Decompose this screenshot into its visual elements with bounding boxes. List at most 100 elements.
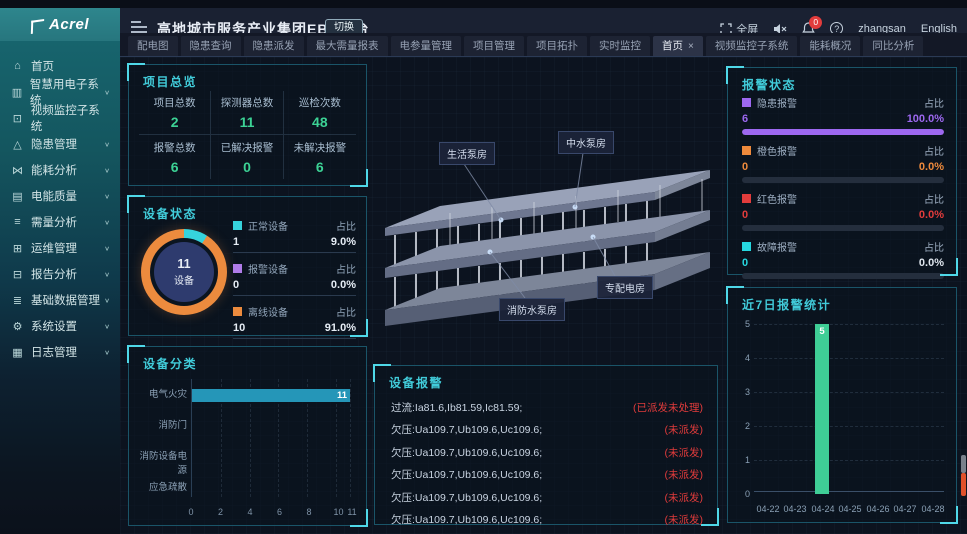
tab-yoy-analysis[interactable]: 同比分析 xyxy=(863,36,924,56)
sidebar-item-energy-analysis[interactable]: ⋈ 能耗分析 ∨ xyxy=(0,157,120,183)
tab-energy-overview[interactable]: 能耗概况 xyxy=(800,36,861,56)
list-item[interactable]: 过流:Ia81.6,Ib81.59,Ic81.59; (已派发未处理) xyxy=(391,396,703,419)
legend-percent: 91.0% xyxy=(324,322,356,334)
tab-home-active[interactable]: 首页 × xyxy=(653,36,703,56)
tab-bar: 配电图 隐患查询 隐患派发 最大需量报表 电参量管理 项目管理 项目拓扑 实时监… xyxy=(120,33,967,57)
ops-icon: ⊞ xyxy=(12,242,23,255)
ratio-label: 占比 xyxy=(924,195,944,206)
alarm-status: (未派发) xyxy=(664,491,704,504)
x-tick: 8 xyxy=(306,507,312,517)
panel-title: 设备报警 xyxy=(389,376,444,390)
sidebar-item-ops-mgmt[interactable]: ⊞ 运维管理 ∨ xyxy=(0,235,120,261)
sidebar-item-settings[interactable]: ⚙ 系统设置 ∨ xyxy=(0,313,120,339)
sidebar-item-label: 运维管理 xyxy=(31,243,77,255)
stat-unresolved-alarms: 未解决报警 6 xyxy=(284,135,356,179)
panel-alarm-status: 报警状态 隐患报警 占比 6 100.0% xyxy=(726,66,958,279)
ratio-label: 占比 xyxy=(924,243,944,254)
tab-peidiantu[interactable]: 配电图 xyxy=(128,36,178,56)
tab-max-demand[interactable]: 最大需量报表 xyxy=(306,36,388,56)
sidebar-item-video-system[interactable]: ⊡ 视频监控子系统 xyxy=(0,105,120,133)
ratio-label: 占比 xyxy=(336,308,356,319)
sidebar-item-hazard-mgmt[interactable]: △ 隐患管理 ∨ xyxy=(0,131,120,157)
language-switch[interactable]: English xyxy=(920,22,957,35)
stat-label: 未解决报警 xyxy=(293,141,347,154)
x-tick: 10 xyxy=(333,507,344,517)
close-icon[interactable]: × xyxy=(688,41,694,52)
tab-hidden-dispatch[interactable]: 隐患派发 xyxy=(243,36,304,56)
brand-logo-icon xyxy=(30,18,45,34)
list-item[interactable]: 欠压:Ua109.7,Ub109.6,Uc109.6; (未派发) xyxy=(391,419,703,442)
panel-title: 设备状态 xyxy=(143,207,198,221)
legend-value: 0 xyxy=(233,279,240,291)
chevron-down-icon: ∨ xyxy=(104,296,110,304)
tab-project-mgmt[interactable]: 项目管理 xyxy=(464,36,524,56)
chevron-down-icon: ∨ xyxy=(104,218,110,226)
stat-label: 已解决报警 xyxy=(220,141,274,154)
tab-realtime[interactable]: 实时监控 xyxy=(590,36,650,56)
scrollbar-thumb-highlight[interactable] xyxy=(961,473,966,496)
chevron-down-icon: ∨ xyxy=(104,192,110,200)
user-menu[interactable]: zhangsan xyxy=(858,22,906,35)
chevron-down-icon: ∨ xyxy=(104,348,110,356)
y-tick: 0 xyxy=(744,489,750,499)
legend-color-swatch xyxy=(233,307,242,316)
x-tick: 11 xyxy=(347,507,357,517)
brand-name: Acrel xyxy=(48,16,90,33)
label-power-distribution-room[interactable]: 专配电房 xyxy=(597,276,653,299)
label-life-pump-room[interactable]: 生活泵房 xyxy=(439,142,495,165)
sidebar-item-log-mgmt[interactable]: ▦ 日志管理 ∨ xyxy=(0,339,120,365)
sidebar-item-electric-system[interactable]: ▥ 智慧用电子系统 ∨ xyxy=(0,79,120,107)
alarm-status: (已派发未处理) xyxy=(633,401,703,414)
list-item[interactable]: 欠压:Ua109.7,Ub109.6,Uc109.6; (未派发) xyxy=(391,486,703,509)
sidebar-item-label: 电能质量 xyxy=(31,191,77,203)
bar-electrical-fire: 11 xyxy=(192,389,350,402)
panel-7day-alarm-stats: 近7日报警统计 5 4 3 2 1 0 5 04-22 04-23 04-24 … xyxy=(726,286,958,524)
sidebar-item-label: 隐患管理 xyxy=(31,139,77,151)
x-tick: 6 xyxy=(276,507,283,517)
chevron-down-icon: ∨ xyxy=(104,322,110,330)
sidebar-item-home[interactable]: ⌂ 首页 xyxy=(0,53,120,79)
panel-device-category: 设备分类 电气火灾 消防门 消防设备电源 应急疏散 11 0 2 4 6 8 1… xyxy=(127,345,368,527)
legend-percent: 0.0% xyxy=(330,279,356,291)
report-icon: ⊟ xyxy=(12,268,23,281)
chevron-down-icon: ∨ xyxy=(104,140,110,148)
bar-04-24: 5 xyxy=(815,324,829,494)
list-item[interactable]: 欠压:Ua109.7,Ub109.6,Uc109.6; (未派发) xyxy=(391,509,703,532)
tab-hidden-query[interactable]: 隐患查询 xyxy=(180,36,241,56)
scrollbar-thumb[interactable] xyxy=(961,455,966,473)
stat-value: 11 xyxy=(239,114,255,130)
mute-button[interactable] xyxy=(773,23,787,35)
list-item[interactable]: 欠压:Ua109.7,Ub109.6,Uc109.6; (未派发) xyxy=(391,464,703,487)
energy-icon: ⋈ xyxy=(12,164,23,177)
app-logo: Acrel xyxy=(0,8,120,41)
fullscreen-button[interactable]: 全屏 xyxy=(720,21,758,37)
sidebar-item-base-data[interactable]: ≣ 基础数据管理 ∨ xyxy=(0,287,120,313)
stat-resolved-alarms: 已解决报警 0 xyxy=(211,135,284,179)
sidebar-item-report-analysis[interactable]: ⊟ 报告分析 ∨ xyxy=(0,261,120,287)
alarm-text: 欠压:Ua109.7,Ub109.6,Uc109.6; xyxy=(391,446,543,459)
legend-label: 报警设备 xyxy=(248,265,288,276)
sidebar-item-power-quality[interactable]: ▤ 电能质量 ∨ xyxy=(0,183,120,209)
sidebar-item-label: 基础数据管理 xyxy=(31,295,100,307)
tab-home-label: 首页 xyxy=(662,40,683,52)
stat-project-total: 项目总数 2 xyxy=(139,91,212,135)
sidebar-item-label: 系统设置 xyxy=(31,321,77,333)
sidebar-item-demand-analysis[interactable]: ≡ 需量分析 ∨ xyxy=(0,209,120,235)
collapse-menu-icon[interactable] xyxy=(131,21,147,35)
label-reclaimed-water-pump-room[interactable]: 中水泵房 xyxy=(558,131,614,154)
sidebar-item-label: 智慧用电子系统 xyxy=(29,79,99,107)
stat-value: 6 xyxy=(315,158,324,175)
alarm-status-percent: 0.0% xyxy=(918,161,944,173)
tab-video-system[interactable]: 视频监控子系统 xyxy=(705,36,798,56)
building-model xyxy=(385,152,710,326)
legend-color-swatch xyxy=(233,221,242,230)
list-item[interactable]: 欠压:Ua109.7,Ub109.6,Uc109.6; (未派发) xyxy=(391,441,703,464)
legend-label: 离线设备 xyxy=(248,308,288,319)
scrollbar[interactable] xyxy=(961,0,966,534)
alarm-text: 过流:Ia81.6,Ib81.59,Ic81.59; xyxy=(391,401,523,414)
tab-param-mgmt[interactable]: 电参量管理 xyxy=(390,36,461,56)
category-label: 电气火灾 xyxy=(148,389,187,400)
tab-project-topo[interactable]: 项目拓扑 xyxy=(527,36,587,56)
label-fire-pump-room[interactable]: 消防水泵房 xyxy=(499,298,565,321)
